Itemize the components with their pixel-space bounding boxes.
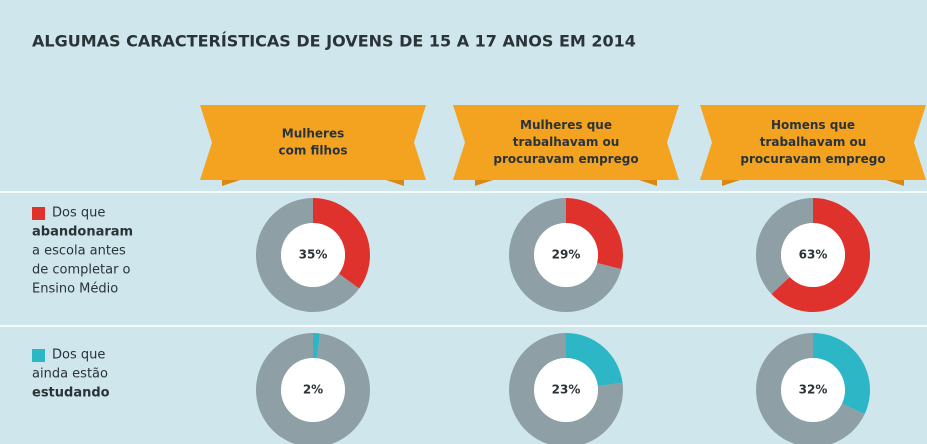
row-label: estudando [32, 386, 110, 401]
center-label: 2% [303, 383, 323, 397]
row-label: a escola antes [32, 244, 126, 259]
donut-segment [256, 198, 360, 313]
row-label: Ensino Médio [32, 282, 118, 297]
donut-segment [813, 333, 870, 415]
donut-hole [534, 358, 598, 422]
donut-segment [566, 333, 623, 386]
banner [200, 105, 426, 180]
row-label: Dos que [52, 206, 105, 221]
legend-swatch [32, 207, 45, 220]
donut-hole [534, 223, 598, 287]
row-label: Dos que [52, 348, 105, 363]
row-label: abandonaram [32, 225, 133, 240]
banner-fold [222, 180, 240, 186]
center-label: 35% [299, 248, 328, 262]
donut-hole [781, 358, 845, 422]
row-label: ainda estão [32, 367, 108, 382]
banner-fold [639, 180, 657, 186]
donut-segment [771, 198, 871, 312]
column-header: trabalhavam ou [760, 135, 867, 149]
donut-hole [781, 223, 845, 287]
column-header: trabalhavam ou [513, 135, 620, 149]
banner-fold [386, 180, 404, 186]
banner [700, 105, 926, 180]
column-header: Mulheres [282, 127, 344, 141]
banner-fold [886, 180, 904, 186]
column-header: procuravam emprego [740, 152, 885, 166]
donut-hole [281, 358, 345, 422]
legend-swatch [32, 349, 45, 362]
banner [453, 105, 679, 180]
banner-fold [475, 180, 493, 186]
center-label: 63% [799, 248, 828, 262]
donut-segment [313, 333, 321, 359]
column-header: procuravam emprego [493, 152, 638, 166]
column-header: Homens que [771, 118, 855, 132]
donut-segment [313, 198, 370, 289]
donut-segment [508, 198, 622, 312]
row-label: de completar o [32, 263, 131, 278]
column-header: com filhos [279, 144, 348, 158]
donut-segment [566, 198, 623, 270]
title: ALGUMAS CARACTERÍSTICAS DE JOVENS DE 15 … [32, 32, 636, 51]
center-label: 29% [552, 248, 581, 262]
donut-segment [256, 333, 370, 444]
donut-segment [756, 198, 813, 295]
donut-hole [281, 223, 345, 287]
center-label: 23% [552, 383, 581, 397]
donut-segment [756, 333, 865, 444]
donut-segment [509, 333, 623, 444]
banner-fold [722, 180, 740, 186]
column-header: Mulheres que [520, 118, 612, 132]
center-label: 32% [799, 383, 828, 397]
